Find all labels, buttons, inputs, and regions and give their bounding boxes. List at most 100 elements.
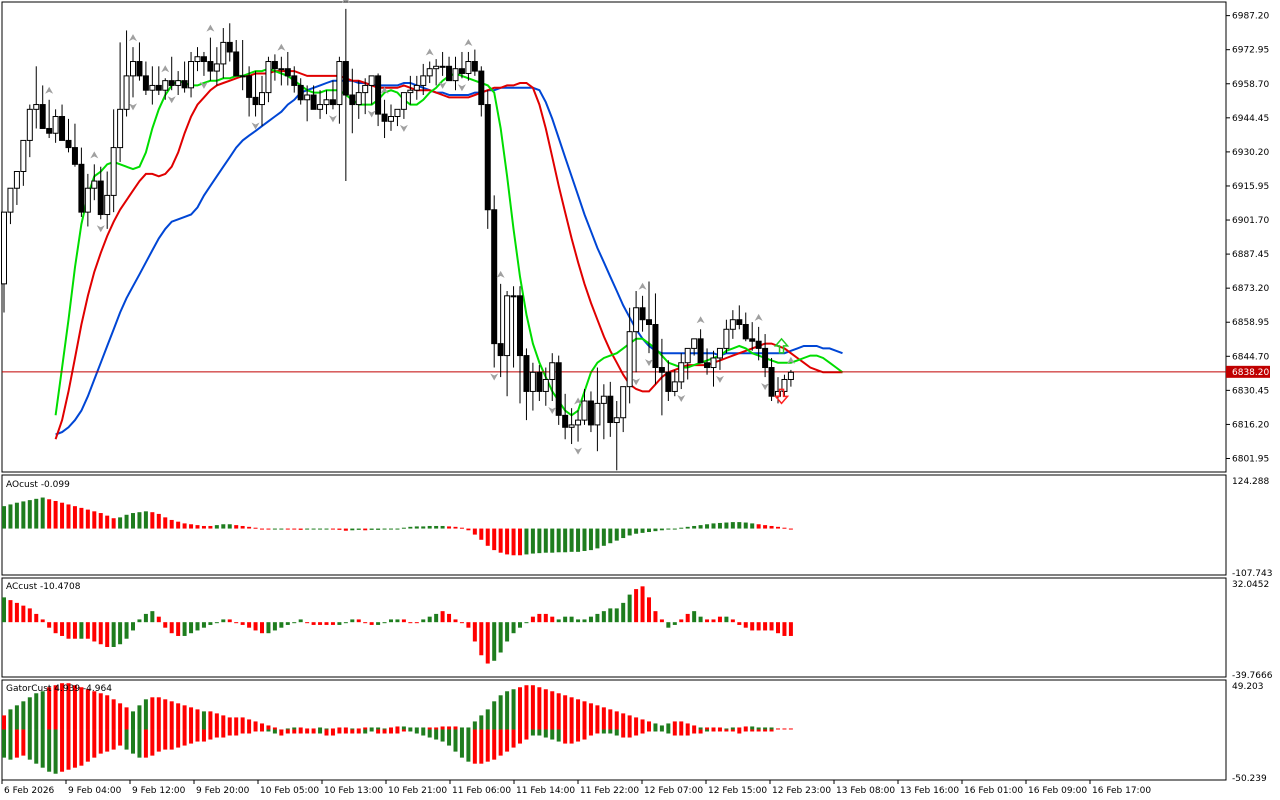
ac-bar xyxy=(247,622,252,628)
time-tick-label: 10 Feb 05:00 xyxy=(260,786,319,796)
gator-upper-bar xyxy=(330,728,335,730)
ao-bar xyxy=(692,525,697,529)
gator-lower-bar xyxy=(330,729,335,736)
ac-bar xyxy=(588,616,593,623)
candle-bearish xyxy=(381,113,388,122)
candle-bullish xyxy=(149,84,156,91)
gator-upper-bar xyxy=(485,709,490,730)
ac-bar xyxy=(324,622,329,625)
gator-lower-bar xyxy=(711,729,716,732)
ao-bar xyxy=(647,528,651,533)
gator-upper-bar xyxy=(247,719,252,730)
gator-lower-bar xyxy=(208,729,213,740)
ao-bar xyxy=(350,528,355,531)
candle-bearish xyxy=(46,127,53,134)
gator-upper-bar xyxy=(427,727,432,730)
candle-bullish xyxy=(420,75,427,86)
gator-upper-bar xyxy=(756,727,761,730)
candle-bullish xyxy=(362,84,369,94)
ao-bar xyxy=(698,525,703,529)
gator-upper-bar xyxy=(440,726,445,730)
ao-bar xyxy=(260,528,264,530)
candle-bullish xyxy=(594,402,601,426)
candle-bearish xyxy=(39,104,46,129)
ac-frame xyxy=(1,577,1227,678)
ac-bar xyxy=(692,611,697,623)
gator-upper-bar xyxy=(214,713,219,730)
gator-upper-bar xyxy=(730,727,735,730)
ac-bar xyxy=(614,608,619,623)
ao-panel[interactable]: 124.288 -107.743 xyxy=(1,474,1272,579)
price-panel[interactable]: 6987.20 6972.95 6958.70 6944.45 6930.20 6915.… xyxy=(1,0,1271,473)
fractal-down-marker xyxy=(129,103,137,111)
gator-upper-bar xyxy=(234,717,239,730)
gator-upper-bar xyxy=(137,705,142,730)
ac-bar xyxy=(743,622,748,628)
ao-bar xyxy=(763,525,768,529)
candle-bearish xyxy=(233,51,240,77)
gator-upper-bar xyxy=(260,723,264,730)
ao-bar xyxy=(66,504,71,529)
gator-lower-bar xyxy=(640,729,645,734)
buy-arrow xyxy=(773,337,790,354)
ac-bar xyxy=(85,622,90,639)
gator-lower-bar xyxy=(195,729,200,742)
fractal-up-marker xyxy=(496,270,505,278)
ao-bar xyxy=(330,528,335,530)
candle-bearish xyxy=(523,355,530,392)
ac-bar xyxy=(150,611,155,623)
gator-upper-bar xyxy=(324,728,329,730)
gator-lower-bar xyxy=(595,729,600,734)
gator-lower-bar xyxy=(131,729,135,754)
time-tick-label: 9 Feb 20:00 xyxy=(196,786,250,796)
gator-upper-bar xyxy=(576,699,581,730)
gator-lower-bar xyxy=(717,729,722,732)
ao-bar xyxy=(543,528,548,553)
ao-bar xyxy=(569,528,574,552)
ao-bar xyxy=(505,528,510,555)
ao-bar xyxy=(143,511,148,529)
ac-bar xyxy=(679,619,684,623)
ac-bar xyxy=(621,602,626,623)
gator-lower-bar xyxy=(692,729,697,734)
candle-bullish xyxy=(33,104,40,110)
ac-bar xyxy=(776,622,780,634)
price-tick-label: 6801.95 xyxy=(1232,454,1269,464)
ac-bar xyxy=(214,622,219,624)
candle-bullish xyxy=(691,338,698,349)
ac-bar xyxy=(47,622,52,628)
candle-bullish xyxy=(317,104,324,110)
ac-bar xyxy=(72,622,77,639)
ao-bar xyxy=(537,528,542,554)
ac-bar xyxy=(14,602,19,623)
ao-bar xyxy=(705,524,710,529)
price-tick-label: 6915.95 xyxy=(1232,182,1269,192)
gator-lower-bar xyxy=(118,729,123,746)
gator-panel[interactable]: 49.203 -50.239 xyxy=(1,679,1267,784)
gator-lower-bar xyxy=(260,729,264,732)
gator-title: GatorCust 4.939 -4.964 xyxy=(6,684,112,694)
ac-bar xyxy=(40,619,45,623)
gator-upper-bar xyxy=(401,726,406,730)
ao-bar xyxy=(717,522,722,529)
ao-bar xyxy=(737,522,742,529)
candle-bearish xyxy=(491,209,498,345)
gator-lower-bar xyxy=(279,729,284,736)
candle-bearish xyxy=(478,70,485,106)
gator-lower-bar xyxy=(698,729,703,734)
candle-bullish xyxy=(239,75,246,78)
candle-bullish xyxy=(104,194,111,216)
candle-bearish xyxy=(652,323,659,369)
ac-panel[interactable]: 32.0452 -39.7666 xyxy=(1,577,1273,681)
price-tick-label: 6873.20 xyxy=(1232,284,1269,294)
candle-bearish xyxy=(97,180,104,216)
gator-upper-bar xyxy=(298,727,303,730)
ac-bar xyxy=(705,619,710,623)
candle-bearish xyxy=(665,371,672,392)
ac-bar xyxy=(472,622,477,642)
ao-bar xyxy=(195,525,200,529)
ac-bar xyxy=(21,605,26,623)
gator-upper-bar xyxy=(563,695,568,730)
ac-bar xyxy=(318,622,323,625)
